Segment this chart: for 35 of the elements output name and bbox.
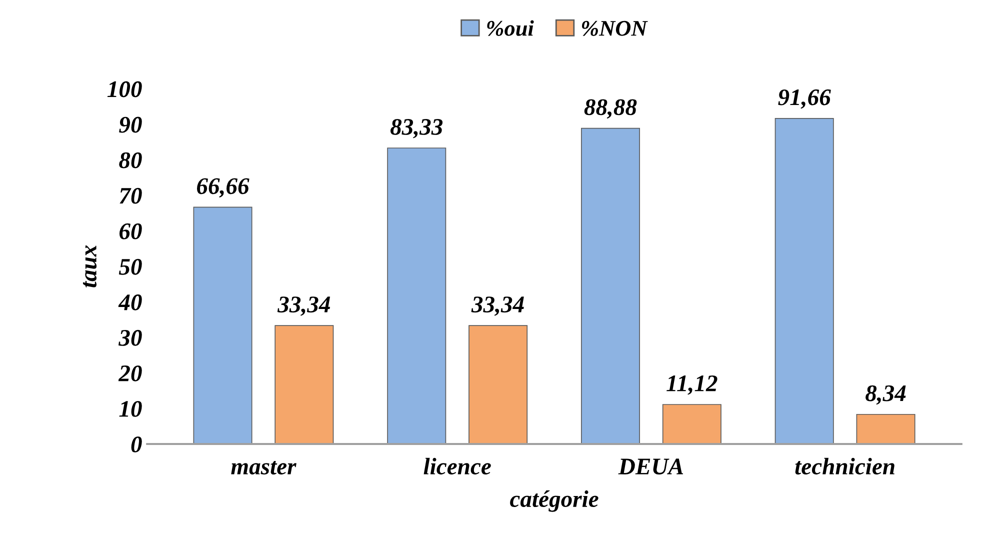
bar <box>856 414 916 444</box>
y-tick-label: 80 <box>119 152 142 168</box>
y-tick-label: 50 <box>118 258 142 275</box>
data-label: 11,12 <box>666 376 718 395</box>
y-axis-title: taux <box>82 245 97 288</box>
y-tick-label: 20 <box>118 365 142 382</box>
y-tick-label: 90 <box>119 116 142 133</box>
bar <box>387 148 446 444</box>
x-axis-title: catégorie <box>510 490 598 512</box>
x-tick-label: DEUA <box>618 458 684 474</box>
y-tick-label: 70 <box>120 188 142 204</box>
bar <box>580 128 640 444</box>
data-label: 8,34 <box>866 385 906 405</box>
bar <box>274 325 334 444</box>
x-tick-label: technicien <box>795 458 894 475</box>
y-tick-label: 0 <box>131 436 142 452</box>
y-tick-label: 60 <box>119 223 142 240</box>
x-tick-label: master <box>231 460 296 475</box>
data-label: 83,33 <box>390 118 443 138</box>
y-tick-label: 30 <box>118 330 142 346</box>
data-label: 33,34 <box>471 296 524 316</box>
data-label: 66,66 <box>197 178 250 198</box>
legend-label: %oui <box>487 20 534 36</box>
bar <box>468 325 528 444</box>
y-tick-label: 10 <box>119 400 142 417</box>
bar <box>662 404 722 444</box>
x-tick-label: licence <box>424 458 491 475</box>
legend-label: %NON <box>582 20 648 36</box>
data-label: 33,34 <box>277 296 330 316</box>
y-tick-label: 40 <box>118 294 142 310</box>
data-label: 91,66 <box>778 89 831 109</box>
bar <box>774 118 834 444</box>
data-label: 88,88 <box>584 99 637 119</box>
y-tick-label: 100 <box>107 81 142 98</box>
bar <box>193 206 252 444</box>
